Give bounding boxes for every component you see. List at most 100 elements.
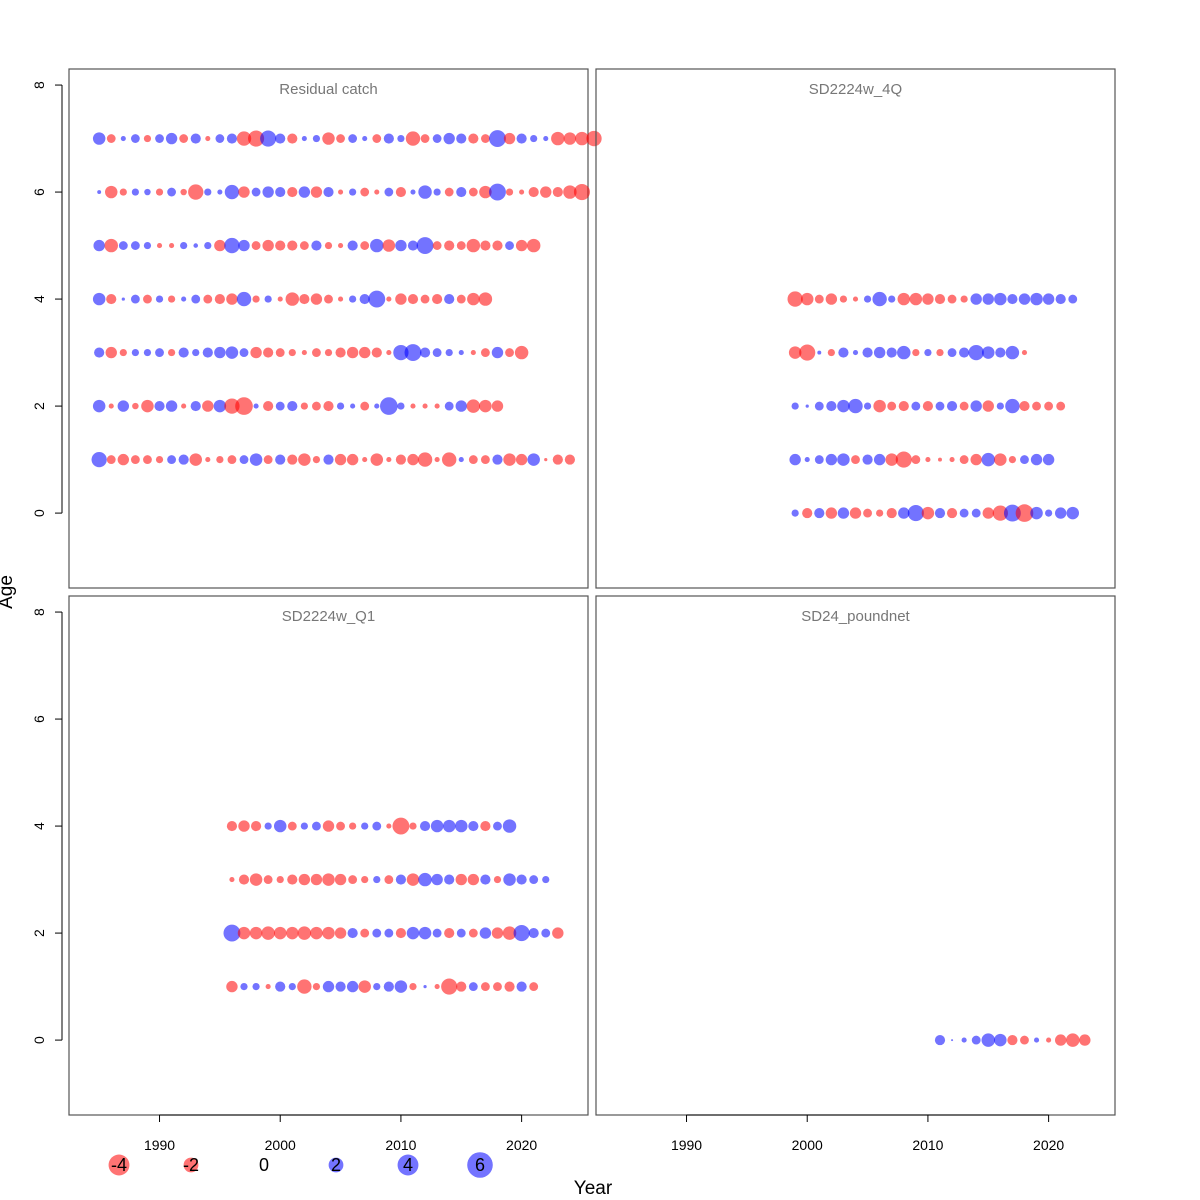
residual-bubble [1032,401,1041,411]
residual-bubble [374,189,380,195]
residual-bubble [442,819,456,833]
residual-bubble [541,928,551,938]
residual-bubble [519,189,525,195]
residual-bubble [430,819,444,833]
residual-bubble [982,507,994,519]
residual-bubble [301,136,307,142]
residual-bubble [167,455,177,464]
residual-bubble [214,346,226,359]
residual-bubble [155,455,164,464]
residual-bubble [925,457,931,463]
residual-bubble [852,296,859,302]
residual-bubble [301,350,307,356]
residual-bubble [514,345,529,360]
residual-bubble [397,402,405,410]
residual-bubble [516,981,527,992]
x-tick-label: 2020 [506,1137,537,1153]
residual-bubble [862,347,873,358]
residual-bubble [273,926,287,940]
residual-bubble [419,820,431,832]
residual-bubble [395,927,407,939]
residual-bubble [312,348,321,357]
residual-bubble [386,823,392,829]
residual-bubble [190,400,201,412]
residual-bubble [250,346,262,359]
residual-bubble [552,186,563,198]
residual-bubble [563,132,577,145]
residual-bubble [275,454,286,465]
residual-bubble [911,401,921,411]
residual-bubble [130,294,140,304]
residual-bubble [970,400,982,412]
residual-bubble [1008,455,1017,464]
residual-bubble [265,984,271,990]
panel-title: Residual catch [279,81,377,98]
residual-bubble [252,982,260,991]
residual-bubble [263,400,274,412]
residual-bubble [960,295,968,303]
residual-bubble [513,925,530,942]
residual-bubble [468,133,479,144]
x-tick-label: 2010 [385,1137,416,1153]
residual-bubble [324,348,333,357]
residual-bubble [456,241,466,250]
residual-bubble [417,452,433,467]
x-tick-label: 1990 [671,1137,702,1153]
residual-bubble [959,455,969,464]
residual-bubble [108,403,114,409]
residual-bubble [1021,350,1028,356]
residual-bubble [432,928,442,938]
residual-bubble [423,984,427,989]
residual-bubble [350,403,356,409]
residual-bubble [370,238,384,253]
residual-bubble [346,346,359,359]
y-axis-title: Age [0,575,17,609]
residual-bubble [787,291,803,307]
residual-bubble [382,239,396,252]
residual-bubble [380,397,398,415]
residual-bubble [92,399,106,413]
residual-bubble [119,188,127,196]
residual-bubble [503,873,516,886]
residual-bubble [407,240,419,251]
residual-bubble [372,821,382,831]
residual-bubble [143,241,152,250]
residual-bubble [180,188,187,196]
residual-bubble [338,243,344,249]
residual-bubble [263,347,274,358]
residual-bubble [224,398,240,414]
panel: SD24_poundnet [595,595,1116,1116]
residual-bubble [336,402,345,410]
residual-bubble [951,1039,954,1042]
residual-bubble [802,508,813,519]
residual-bubble [515,453,528,466]
residual-bubble [504,981,515,992]
residual-bubble [1015,504,1034,522]
residual-bubble [240,982,248,991]
residual-bubble [373,875,381,884]
residual-bubble [441,978,458,995]
legend-bubble [467,1152,493,1178]
residual-bubble [205,457,211,463]
residual-bubble [851,455,860,464]
residual-bubble [275,981,286,992]
residual-bubble [224,184,240,200]
residual-bubble [360,928,370,938]
residual-bubble [361,875,369,884]
residual-bubble [349,188,357,196]
residual-bubble [273,819,287,833]
residual-bubble [92,292,106,306]
residual-bubble [468,820,479,832]
residual-bubble [493,821,502,831]
x-tick-label: 1990 [144,1137,175,1153]
residual-bubble [409,822,417,830]
residual-bubble [911,455,921,464]
residual-bubble [322,132,335,145]
residual-bubble [527,453,540,466]
residual-bubble [934,508,946,519]
legend-bubble [183,1157,199,1173]
residual-bubble [322,980,335,993]
residual-bubble [155,134,164,143]
residual-bubble [489,183,506,201]
residual-bubble [502,926,517,940]
